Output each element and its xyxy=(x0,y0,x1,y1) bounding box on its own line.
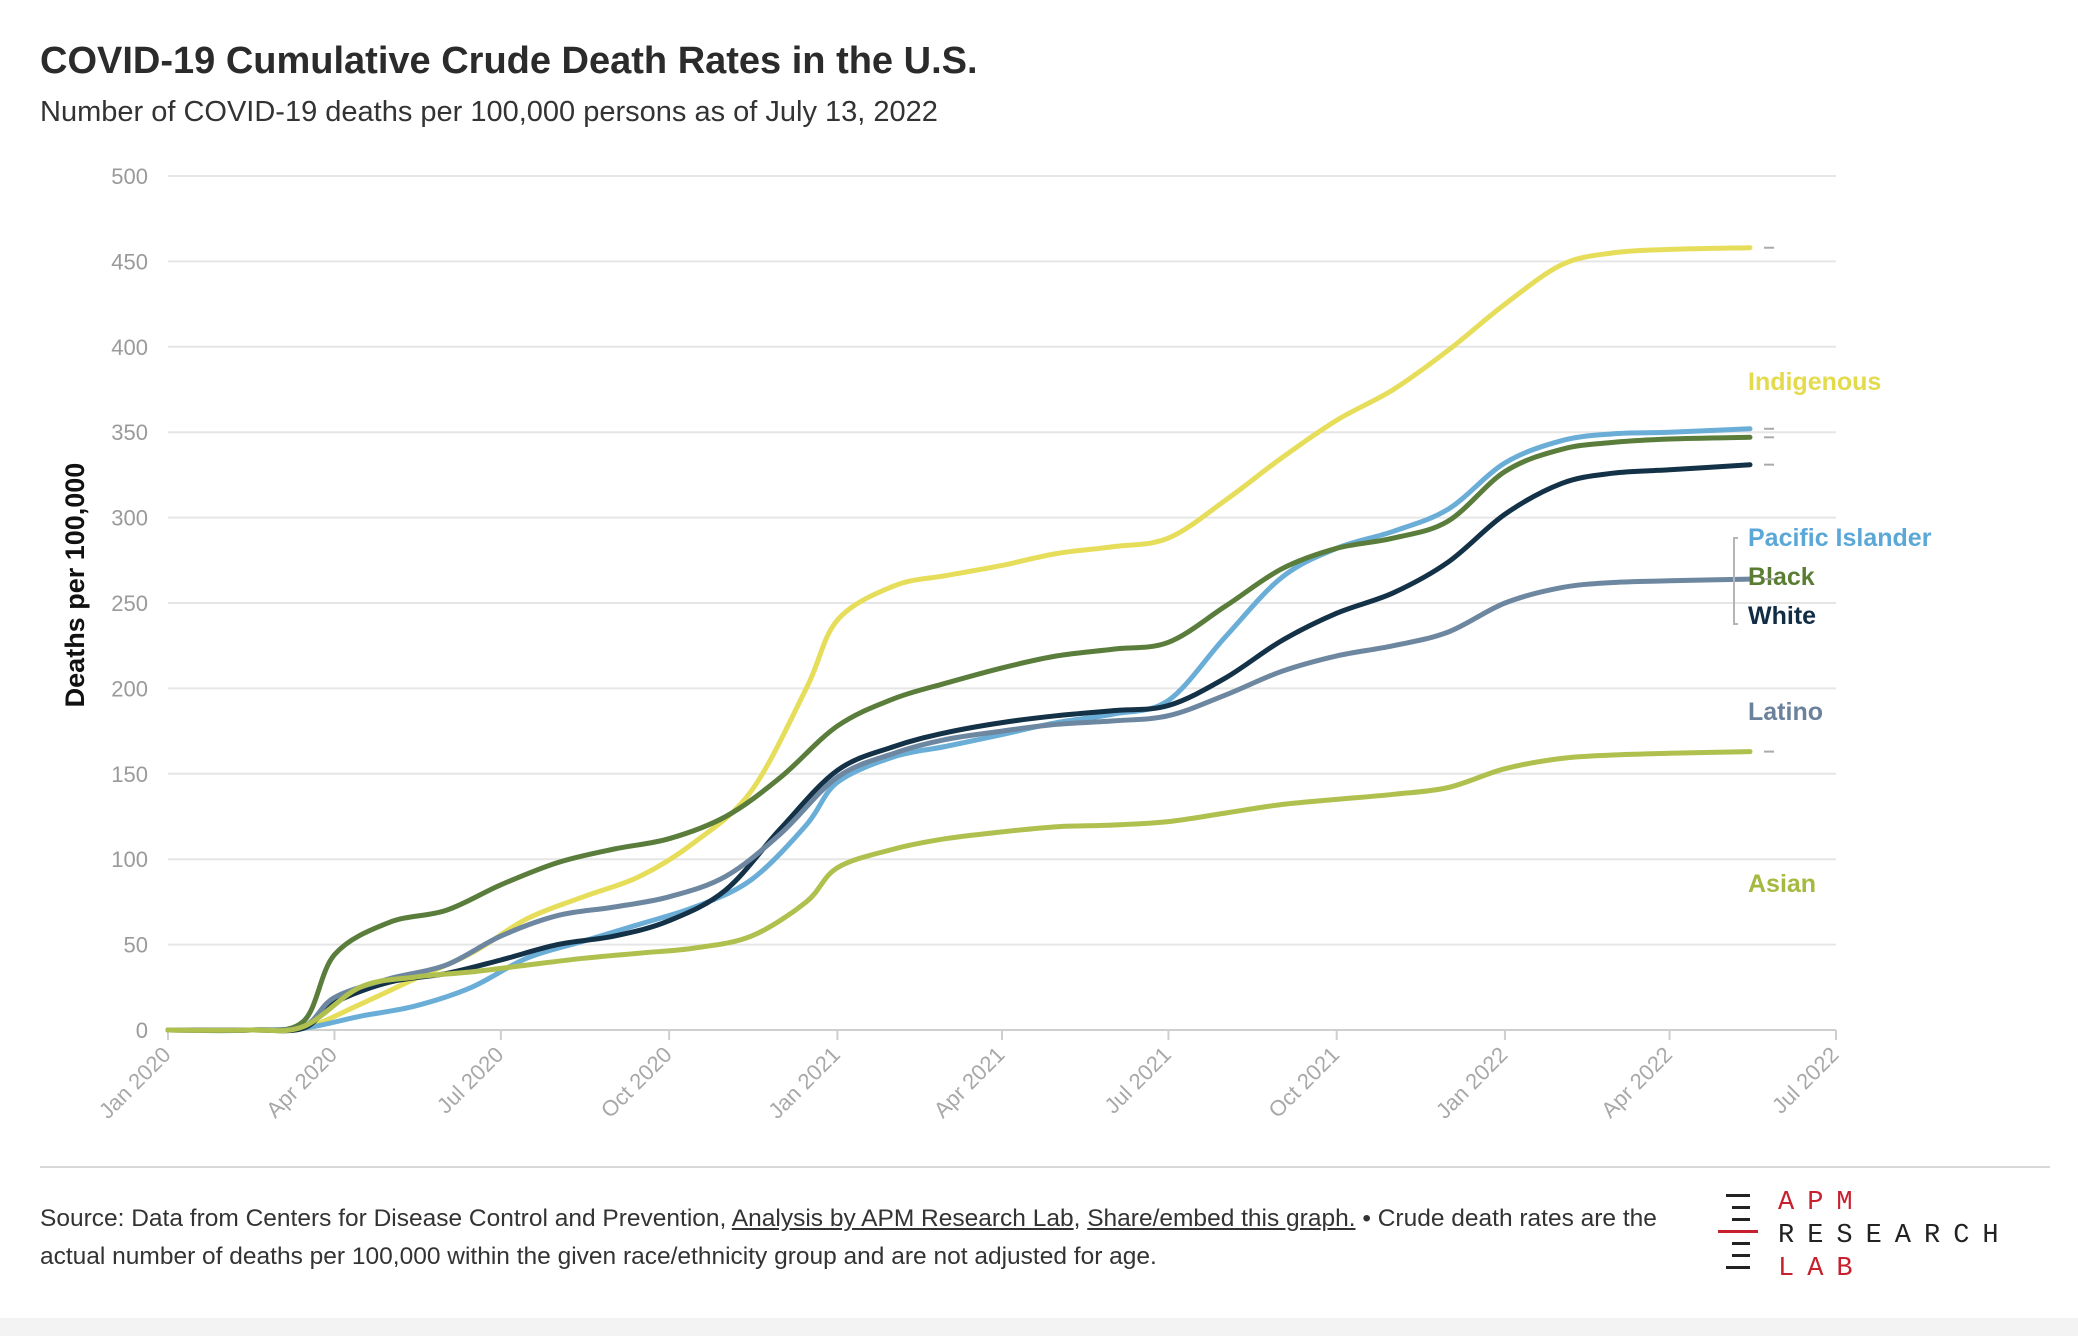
y-tick-label: 300 xyxy=(111,506,148,531)
x-tick-label: Jan 2022 xyxy=(1431,1042,1513,1124)
series-label-pacific-islander: Pacific Islander xyxy=(1748,524,1932,552)
y-tick-label: 350 xyxy=(111,420,148,445)
x-tick-label: Apr 2020 xyxy=(261,1042,342,1123)
logo-bar-5 xyxy=(1732,1242,1750,1245)
x-tick-label: Oct 2020 xyxy=(596,1042,677,1123)
apm-research-lab-logo[interactable]: APM RESEARCH LAB xyxy=(1718,1184,2048,1284)
logo-bar-3 xyxy=(1732,1218,1750,1221)
series-labels: Indigenous Pacific Islander Black White Lati… xyxy=(1733,246,1932,898)
y-tick-label: 250 xyxy=(111,591,148,616)
series-line-indigenous xyxy=(165,245,1753,1034)
source-prefix: Source: Data from Centers for Disease Co… xyxy=(40,1205,732,1232)
series-line-white xyxy=(165,462,1753,1034)
x-tick-labels: Jan 2020 Apr 2020 Jul 2020 Oct 2020 Jan 2021… xyxy=(94,1042,1844,1124)
y-tick-label: 400 xyxy=(111,335,148,360)
y-axis-label: Deaths per 100,000 xyxy=(60,463,90,708)
logo-text-research: RESEARCH xyxy=(1778,1221,2012,1251)
x-tick-label: Apr 2022 xyxy=(1596,1042,1677,1123)
y-tick-label: 450 xyxy=(111,249,148,274)
x-tick-label: Jul 2020 xyxy=(432,1042,509,1119)
x-tick-label: Oct 2021 xyxy=(1263,1042,1344,1123)
chart-subtitle: Number of COVID-19 deaths per 100,000 pe… xyxy=(40,96,938,128)
logo-text-lab: LAB xyxy=(1778,1254,1866,1284)
series-label-indigenous: Indigenous xyxy=(1748,368,1881,396)
source-note-text: • Crude death rates are the actual numbe… xyxy=(40,1205,1657,1270)
logo-bar-1 xyxy=(1726,1194,1750,1197)
x-tick-label: Jan 2020 xyxy=(94,1042,176,1124)
x-tick-label: Jan 2021 xyxy=(763,1042,845,1124)
chart-title: COVID-19 Cumulative Crude Death Rates in… xyxy=(40,40,978,82)
y-tick-label: 0 xyxy=(136,1018,148,1043)
line-chart: 0 50 100 150 200 250 300 350 400 450 500 Jan 2020 A… xyxy=(60,164,1932,1124)
series-lines xyxy=(165,245,1753,1034)
logo-bar-accent xyxy=(1718,1230,1758,1233)
y-tick-label: 50 xyxy=(124,933,148,958)
y-tick-label: 150 xyxy=(111,762,148,787)
logo-bar-7 xyxy=(1726,1266,1750,1269)
series-label-white: White xyxy=(1748,602,1816,630)
series-label-asian: Asian xyxy=(1748,870,1816,898)
x-tick-label: Jul 2021 xyxy=(1099,1042,1176,1119)
logo-text-apm: APM xyxy=(1778,1188,1866,1218)
source-note: Source: Data from Centers for Disease Co… xyxy=(40,1200,1700,1276)
grid-lines xyxy=(167,175,1837,1040)
y-tick-labels: 0 50 100 150 200 250 300 350 400 450 500 xyxy=(111,164,148,1043)
y-tick-label: 500 xyxy=(111,164,148,189)
source-separator: , xyxy=(1073,1205,1088,1232)
footer-divider xyxy=(40,1166,2050,1168)
label-bracket xyxy=(1733,537,1738,625)
y-tick-label: 100 xyxy=(111,847,148,872)
x-tick-label: Apr 2021 xyxy=(929,1042,1010,1123)
logo-bar-6 xyxy=(1732,1254,1750,1257)
bottom-bar xyxy=(0,1318,2078,1336)
series-line-latino xyxy=(165,576,1753,1033)
series-line-black xyxy=(165,434,1753,1034)
series-line-pacific-islander xyxy=(165,426,1753,1033)
logo-bar-2 xyxy=(1732,1206,1750,1209)
y-tick-label: 200 xyxy=(111,676,148,701)
series-label-black: Black xyxy=(1748,563,1815,591)
share-embed-link[interactable]: Share/embed this graph. xyxy=(1087,1205,1356,1232)
x-tick-label: Jul 2022 xyxy=(1767,1042,1844,1119)
series-label-latino: Latino xyxy=(1748,698,1823,726)
analysis-link[interactable]: Analysis by APM Research Lab xyxy=(731,1205,1074,1232)
series-line-asian xyxy=(165,749,1753,1034)
